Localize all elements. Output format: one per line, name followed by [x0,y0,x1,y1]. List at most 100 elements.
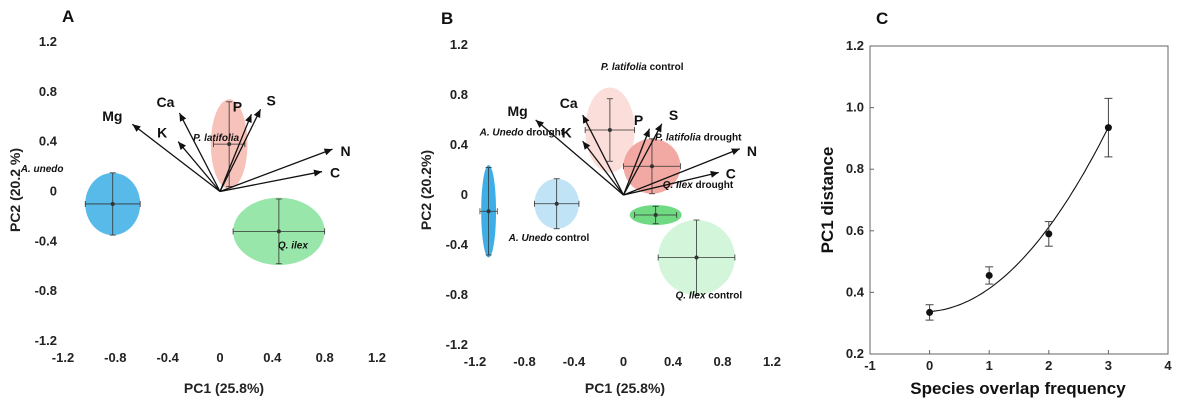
y-tick-label: 0.8 [846,161,864,176]
group-label-a-unedo: A. unedo [20,164,64,175]
group-centroid [554,201,559,206]
vector-label-p: P [233,98,242,114]
group-centroid [694,255,699,260]
group-centroid [486,209,491,214]
vector-p [622,128,651,196]
x-tick-label: -0.4 [156,350,179,365]
y-tick-label: 0 [461,187,468,202]
x-tick-label: 0 [926,358,933,373]
vector-arrowhead [582,141,591,150]
y-tick-label: 0.6 [846,223,864,238]
y-tick-label: 1.2 [39,34,57,49]
vector-label-k: K [562,124,572,140]
group-centroid [649,164,654,169]
y-tick-label: -0.4 [35,233,58,248]
data-point [985,271,993,279]
vector-c [623,171,719,196]
vector-arrowhead [535,120,544,128]
panel-c: C -1 0 1 2 3 4 1.2 1.0 0.8 0.6 0.4 0.2 Species over… [818,9,1172,398]
vector-mg [535,119,624,196]
vector-k [582,140,625,196]
data-point [1104,124,1112,132]
x-tick-label: -0.8 [513,354,535,369]
vector-ca [178,112,221,192]
panel-c-letter: C [876,9,888,28]
vector-arrowhead [253,109,261,118]
vector-s [219,108,262,192]
panel-a-x-axis-label: PC1 (25.8%) [184,380,264,396]
group-label-p-latifolia: P. latifolia [193,133,239,144]
vector-mg [131,123,221,193]
x-tick-label: 0.4 [664,354,683,369]
panel-c-y-axis-label: PC1 distance [818,147,837,254]
group-label-p-latifolia-control: P. latifolia control [601,62,684,73]
x-tick-label: 0 [620,354,627,369]
y-tick-label: -0.8 [35,283,57,298]
x-tick-label: -1.2 [464,354,486,369]
x-tick-label: -0.8 [104,350,126,365]
panel-c-plot-frame [869,45,1169,355]
x-tick-label: 1.2 [763,354,781,369]
group-label-a-unedo-control: A. Unedo control [508,233,590,244]
x-tick-label: 0.8 [316,350,334,365]
vector-arrowhead [313,169,323,177]
group-label-a-unedo-drought: A. Unedo drought [479,127,565,138]
group-label-p-latifolia-drought: P. latifolia drought [655,132,742,143]
x-tick-label: 0.8 [713,354,731,369]
vector-arrowhead [132,124,141,132]
panel-c-fit-curve [929,126,1109,313]
vector-k [177,141,221,192]
vector-n [219,148,333,193]
y-tick-label: 0.4 [39,134,58,149]
y-tick-label: 0.8 [39,84,57,99]
x-tick-label: -1 [864,358,876,373]
group-label-q-ilex-control: Q. Ilex control [676,291,743,302]
y-tick-label: 0.4 [846,284,865,299]
group-label-q-ilex: Q. ilex [278,240,308,251]
panel-b-letter: B [441,9,453,28]
vector-arrowhead [178,141,186,151]
vector-p [219,114,253,192]
panel-b-x-axis-label: PC1 (25.8%) [585,380,665,396]
vector-arrowhead [245,114,252,123]
vector-label-c: C [726,166,736,182]
y-tick-label: -0.8 [446,287,468,302]
data-point [1045,230,1053,238]
group-centroid [653,213,658,217]
panel-a-letter: A [62,7,74,26]
vector-c [219,170,323,193]
group-centroid [607,128,612,132]
vector-label-n: N [341,143,351,159]
y-tick-label: 0 [50,184,57,199]
vector-label-mg: Mg [102,108,122,124]
y-tick-label: -0.4 [446,237,469,252]
y-tick-label: -1.2 [35,333,57,348]
x-tick-label: 0 [216,350,223,365]
x-tick-label: 1.2 [368,350,386,365]
vector-label-p: P [634,112,643,128]
group-centroid [110,201,115,206]
vector-arrowhead [643,128,650,138]
x-tick-label: 0.4 [263,350,282,365]
y-tick-label: 0.8 [450,87,468,102]
vector-label-s: S [669,107,678,123]
y-tick-label: 1.2 [846,38,864,53]
vector-arrowhead [323,148,333,156]
vector-s [622,123,663,196]
group-centroid [227,142,232,147]
data-point [926,308,934,316]
x-tick-label: -0.4 [563,354,586,369]
panel-a-y-axis-label: PC2 (20.2 %) [7,148,23,232]
vector-n [623,148,741,196]
panel-c-x-axis-label: Species overlap frequency [910,379,1126,398]
y-tick-label: 0.2 [846,346,864,361]
y-tick-label: 0.4 [450,137,469,152]
x-tick-label: 1 [986,358,993,373]
y-tick-label: 1.0 [846,100,864,115]
group-label-q-ilex-drought: Q. Ilex drought [663,180,734,191]
vector-label-k: K [157,125,167,141]
x-tick-label: 4 [1164,358,1172,373]
x-tick-label: -1.2 [52,350,74,365]
